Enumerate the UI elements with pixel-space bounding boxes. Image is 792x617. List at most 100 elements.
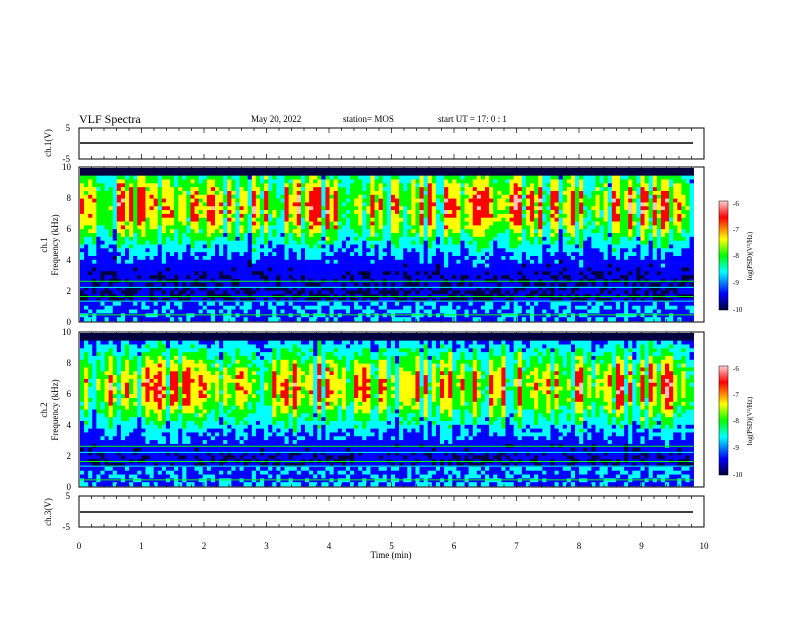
spec1-cell [113, 210, 117, 214]
spec1-cell [150, 222, 154, 226]
spec1-cell [178, 225, 182, 229]
spec1-cell [121, 237, 125, 241]
spec1-cell [510, 283, 514, 287]
spec1-cell [346, 267, 350, 271]
spec1-cell [313, 252, 317, 256]
spec1-cell [403, 248, 407, 252]
spec1-cell [473, 214, 477, 218]
spec1-cell [559, 187, 563, 191]
spec1-cell [370, 241, 374, 245]
spec1-cell [105, 206, 109, 210]
spec1-cell [219, 191, 223, 195]
spec1-cell [305, 179, 309, 183]
spec1-cell [137, 302, 141, 306]
spec1-cell [145, 199, 149, 203]
spec1-cell [309, 233, 313, 237]
spec1-cell [407, 317, 411, 321]
spec1-cell [346, 191, 350, 195]
spec1-cell [493, 245, 497, 249]
spec1-cell [162, 275, 166, 279]
spec1-cell [166, 302, 170, 306]
spec1-cell [497, 210, 501, 214]
spec1-cell [154, 206, 158, 210]
spec1-cell [178, 214, 182, 218]
spec1-cell [186, 179, 190, 183]
spec1-cell [215, 271, 219, 275]
spec1-cell [379, 290, 383, 294]
spec1-cell [342, 187, 346, 191]
spec1-cell [162, 229, 166, 233]
spec1-cell [96, 214, 100, 218]
spec1-cell [84, 302, 88, 306]
spec1-cell [415, 183, 419, 187]
spec1-cell [379, 214, 383, 218]
spec1-cell [105, 256, 109, 260]
spec1-cell [174, 256, 178, 260]
spec1-cell [215, 168, 219, 172]
spec1-cell [105, 310, 109, 314]
spec1-cell [289, 214, 293, 218]
spec1-cell [375, 245, 379, 249]
spec1-cell [150, 218, 154, 222]
spec1-cell [80, 260, 84, 264]
spec1-cell [186, 237, 190, 241]
spec1-cell [444, 191, 448, 195]
spec1-cell [415, 206, 419, 210]
spec1-cell [215, 195, 219, 199]
spec1-cell [456, 202, 460, 206]
spec1-cell [321, 187, 325, 191]
spec1-cell [309, 313, 313, 317]
spec1-cell [587, 202, 591, 206]
spec1-cell [415, 202, 419, 206]
spec1-cell [575, 183, 579, 187]
spec1-cell [117, 252, 121, 256]
spec1-cell [473, 241, 477, 245]
spec1-cell [235, 248, 239, 252]
spec1-cell [407, 290, 411, 294]
spec1-cell [321, 275, 325, 279]
spec1-cell [260, 256, 264, 260]
spec1-cell [383, 260, 387, 264]
spec1-cell [276, 210, 280, 214]
spec1-cell [317, 317, 321, 321]
spec1-cell [391, 313, 395, 317]
spec1-cell [105, 271, 109, 275]
spec1-cell [313, 176, 317, 180]
spec1-cell [456, 313, 460, 317]
spec1-cell [538, 260, 542, 264]
spec1-cell [240, 306, 244, 310]
spec1-cell [456, 271, 460, 275]
spec1-cell [538, 241, 542, 245]
spec1-cell [350, 199, 354, 203]
spec1-cell [117, 290, 121, 294]
spec1-cell [542, 275, 546, 279]
spec1-cell [358, 183, 362, 187]
spec1-cell [158, 214, 162, 218]
spec1-cell [211, 245, 215, 249]
spec1-cell [407, 275, 411, 279]
spec1-cell [489, 306, 493, 310]
spec1-cell [313, 199, 317, 203]
spec1-cell [321, 179, 325, 183]
spec1-cell [358, 283, 362, 287]
spec1-cell [166, 222, 170, 226]
spec1-cell [174, 271, 178, 275]
spec1-cell [117, 264, 121, 268]
spec1-cell [235, 199, 239, 203]
spec1-cell [121, 195, 125, 199]
spec1-cell [272, 302, 276, 306]
spec1-cell [391, 310, 395, 314]
spec1-cell [121, 225, 125, 229]
spec1-cell [440, 302, 444, 306]
spec1-cell [231, 264, 235, 268]
spec1-cell [555, 302, 559, 306]
spec1-cell [550, 210, 554, 214]
spec1-cell [497, 267, 501, 271]
spec1-cell [129, 302, 133, 306]
spec1-cell [305, 218, 309, 222]
spec1-cell [387, 210, 391, 214]
spec1-cell [260, 229, 264, 233]
spec1-cell [469, 256, 473, 260]
spec1-cell [297, 214, 301, 218]
spec1-cell [587, 256, 591, 260]
